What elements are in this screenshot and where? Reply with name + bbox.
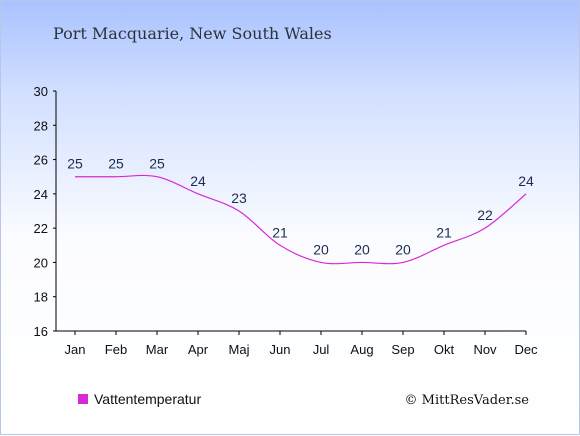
data-label: 21 (272, 224, 288, 240)
series-line-vattentemperatur (75, 174, 527, 265)
axes (53, 90, 527, 335)
x-tick-label: Jan (65, 342, 86, 357)
data-label: 24 (190, 173, 206, 189)
x-tick-label: Maj (229, 342, 250, 357)
y-tick-label: 24 (34, 187, 48, 202)
data-labels: 25 25 25 24 23 21 20 20 20 21 22 24 (67, 156, 534, 258)
legend-label: Vattentemperatur (94, 391, 201, 407)
x-tick-label: Nov (473, 342, 497, 357)
x-tick-label: Apr (188, 342, 209, 357)
x-tick-label: Mar (146, 342, 169, 357)
data-label: 21 (436, 224, 452, 240)
x-tick-label: Sep (391, 342, 414, 357)
y-tick-label: 16 (34, 324, 48, 339)
legend-swatch (78, 394, 88, 404)
data-label: 25 (67, 156, 83, 172)
credit-text: © MittResVader.se (405, 393, 530, 408)
x-tick-label: Feb (105, 342, 127, 357)
data-label: 24 (518, 173, 534, 189)
y-tick-label: 18 (34, 290, 48, 305)
x-tick-label: Aug (350, 342, 373, 357)
data-label: 25 (149, 156, 165, 172)
x-tick-label: Jun (270, 342, 291, 357)
x-tick-label: Okt (434, 342, 455, 357)
data-label: 25 (108, 156, 124, 172)
data-label: 20 (395, 241, 411, 257)
y-tick-label: 30 (34, 84, 48, 99)
y-tick-label: 28 (34, 118, 48, 133)
x-tick-label: Dec (514, 342, 538, 357)
data-label: 22 (477, 207, 493, 223)
data-label: 23 (231, 190, 247, 206)
data-label: 20 (313, 241, 329, 257)
chart-title: Port Macquarie, New South Wales (53, 24, 332, 43)
data-label: 20 (354, 241, 370, 257)
y-tick-label: 20 (34, 255, 48, 270)
y-tick-label: 26 (34, 153, 48, 168)
tick-labels: 16 18 20 22 24 26 28 30 Jan Feb Mar Apr Maj Jun Jul Aug… (34, 84, 539, 357)
x-tick-label: Jul (313, 342, 330, 357)
y-tick-label: 22 (34, 221, 48, 236)
